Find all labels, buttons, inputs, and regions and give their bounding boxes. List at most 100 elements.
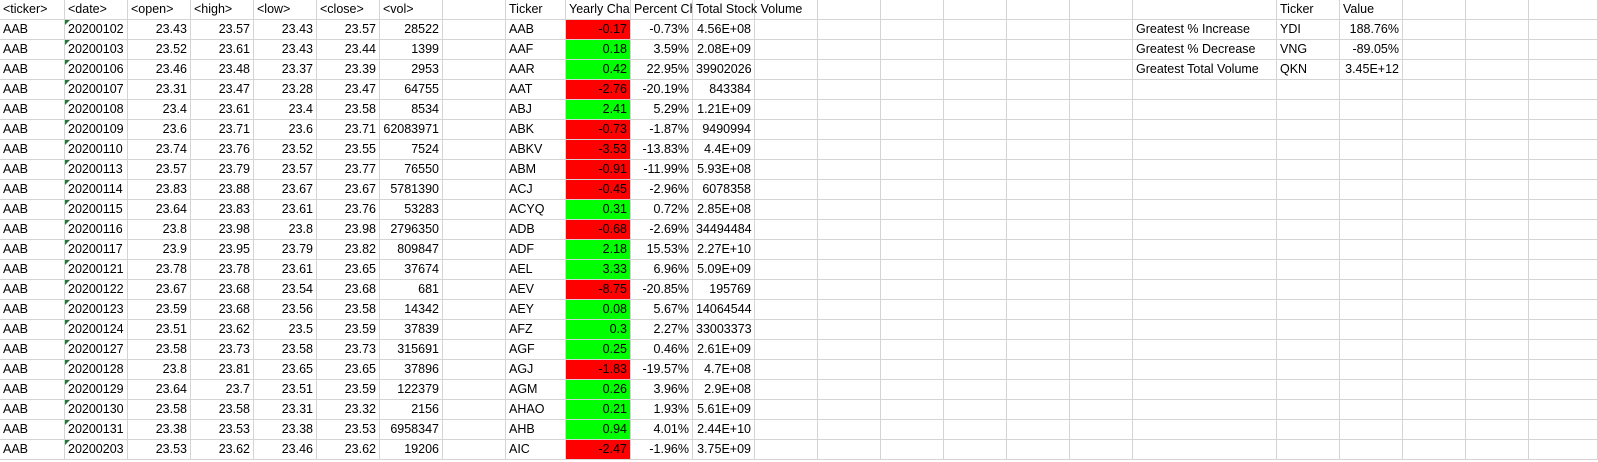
empty-cell[interactable] bbox=[755, 380, 818, 400]
empty-cell[interactable] bbox=[818, 400, 881, 420]
empty-cell[interactable] bbox=[1007, 120, 1070, 140]
empty-cell[interactable] bbox=[755, 240, 818, 260]
empty-cell[interactable] bbox=[1277, 380, 1340, 400]
cell-percent-change[interactable]: -13.83% bbox=[631, 140, 693, 160]
cell-vol[interactable]: 64755 bbox=[380, 80, 443, 100]
cell-close[interactable]: 23.55 bbox=[317, 140, 380, 160]
cell-ticker[interactable]: AAB bbox=[0, 380, 65, 400]
empty-cell[interactable] bbox=[443, 0, 506, 20]
cell-date[interactable]: 20200124 bbox=[65, 320, 128, 340]
cell-ticker[interactable]: AAB bbox=[0, 240, 65, 260]
cell-ticker[interactable]: AAB bbox=[0, 40, 65, 60]
cell-greatest-value[interactable]: -89.05% bbox=[1340, 40, 1403, 60]
cell-high[interactable]: 23.61 bbox=[191, 100, 254, 120]
empty-cell[interactable] bbox=[1403, 340, 1466, 360]
cell-high[interactable]: 23.76 bbox=[191, 140, 254, 160]
cell-greatest-value[interactable]: 188.76% bbox=[1340, 20, 1403, 40]
cell-total-volume[interactable]: 2.27E+10 bbox=[693, 240, 755, 260]
empty-cell[interactable] bbox=[755, 20, 818, 40]
column-header-open[interactable]: <open> bbox=[128, 0, 191, 20]
cell-vol[interactable]: 19206 bbox=[380, 440, 443, 460]
cell-close[interactable]: 23.47 bbox=[317, 80, 380, 100]
empty-cell[interactable] bbox=[443, 300, 506, 320]
cell-open[interactable]: 23.43 bbox=[128, 20, 191, 40]
empty-cell[interactable] bbox=[944, 180, 1007, 200]
empty-cell[interactable] bbox=[1466, 280, 1529, 300]
empty-cell[interactable] bbox=[755, 320, 818, 340]
empty-cell[interactable] bbox=[1070, 320, 1133, 340]
cell-open[interactable]: 23.64 bbox=[128, 200, 191, 220]
cell-date[interactable]: 20200109 bbox=[65, 120, 128, 140]
empty-cell[interactable] bbox=[755, 420, 818, 440]
cell-close[interactable]: 23.39 bbox=[317, 60, 380, 80]
empty-cell[interactable] bbox=[1340, 340, 1403, 360]
empty-cell[interactable] bbox=[1466, 60, 1529, 80]
cell-close[interactable]: 23.68 bbox=[317, 280, 380, 300]
cell-yearly-change[interactable]: -2.47 bbox=[566, 440, 631, 460]
cell-yearly-change[interactable]: -0.17 bbox=[566, 20, 631, 40]
cell-vol[interactable]: 2156 bbox=[380, 400, 443, 420]
empty-cell[interactable] bbox=[1529, 260, 1598, 280]
cell-date[interactable]: 20200203 bbox=[65, 440, 128, 460]
empty-cell[interactable] bbox=[881, 300, 944, 320]
cell-close[interactable]: 23.44 bbox=[317, 40, 380, 60]
empty-cell[interactable] bbox=[443, 100, 506, 120]
empty-cell[interactable] bbox=[881, 220, 944, 240]
empty-cell[interactable] bbox=[755, 40, 818, 60]
empty-cell[interactable] bbox=[818, 120, 881, 140]
cell-vol[interactable]: 122379 bbox=[380, 380, 443, 400]
empty-cell[interactable] bbox=[755, 440, 818, 460]
cell-ticker[interactable]: AAB bbox=[0, 180, 65, 200]
cell-high[interactable]: 23.71 bbox=[191, 120, 254, 140]
cell-close[interactable]: 23.71 bbox=[317, 120, 380, 140]
empty-cell[interactable] bbox=[1340, 400, 1403, 420]
empty-cell[interactable] bbox=[818, 180, 881, 200]
cell-percent-change[interactable]: 22.95% bbox=[631, 60, 693, 80]
cell-open[interactable]: 23.57 bbox=[128, 160, 191, 180]
empty-cell[interactable] bbox=[755, 120, 818, 140]
empty-cell[interactable] bbox=[1070, 60, 1133, 80]
cell-total-volume[interactable]: 843384 bbox=[693, 80, 755, 100]
cell-yearly-change[interactable]: 0.3 bbox=[566, 320, 631, 340]
empty-cell[interactable] bbox=[1277, 180, 1340, 200]
cell-total-volume[interactable]: 34494484 bbox=[693, 220, 755, 240]
cell-open[interactable]: 23.8 bbox=[128, 360, 191, 380]
empty-cell[interactable] bbox=[881, 440, 944, 460]
empty-cell[interactable] bbox=[1133, 160, 1277, 180]
empty-cell[interactable] bbox=[443, 160, 506, 180]
empty-cell[interactable] bbox=[755, 180, 818, 200]
empty-cell[interactable] bbox=[1340, 280, 1403, 300]
empty-cell[interactable] bbox=[1529, 200, 1598, 220]
cell-high[interactable]: 23.73 bbox=[191, 340, 254, 360]
empty-cell[interactable] bbox=[1277, 220, 1340, 240]
empty-cell[interactable] bbox=[1133, 360, 1277, 380]
cell-open[interactable]: 23.9 bbox=[128, 240, 191, 260]
cell-open[interactable]: 23.58 bbox=[128, 400, 191, 420]
cell-yearly-change[interactable]: 0.18 bbox=[566, 40, 631, 60]
cell-date[interactable]: 20200108 bbox=[65, 100, 128, 120]
empty-cell[interactable] bbox=[1007, 80, 1070, 100]
empty-cell[interactable] bbox=[443, 440, 506, 460]
cell-open[interactable]: 23.78 bbox=[128, 260, 191, 280]
cell-yearly-change[interactable]: -0.73 bbox=[566, 120, 631, 140]
empty-cell[interactable] bbox=[755, 220, 818, 240]
empty-cell[interactable] bbox=[1133, 200, 1277, 220]
empty-cell[interactable] bbox=[818, 340, 881, 360]
empty-cell[interactable] bbox=[1277, 300, 1340, 320]
empty-cell[interactable] bbox=[818, 280, 881, 300]
empty-cell[interactable] bbox=[1529, 60, 1598, 80]
empty-cell[interactable] bbox=[1529, 20, 1598, 40]
empty-cell[interactable] bbox=[1340, 120, 1403, 140]
empty-cell[interactable] bbox=[755, 360, 818, 380]
cell-yearly-change[interactable]: 2.41 bbox=[566, 100, 631, 120]
cell-vol[interactable]: 76550 bbox=[380, 160, 443, 180]
empty-cell[interactable] bbox=[881, 140, 944, 160]
empty-cell[interactable] bbox=[944, 420, 1007, 440]
cell-summary-ticker[interactable]: AFZ bbox=[506, 320, 566, 340]
cell-greatest-value[interactable]: 3.45E+12 bbox=[1340, 60, 1403, 80]
empty-cell[interactable] bbox=[881, 340, 944, 360]
cell-greatest-ticker[interactable]: YDI bbox=[1277, 20, 1340, 40]
empty-cell[interactable] bbox=[1466, 120, 1529, 140]
empty-cell[interactable] bbox=[1007, 220, 1070, 240]
